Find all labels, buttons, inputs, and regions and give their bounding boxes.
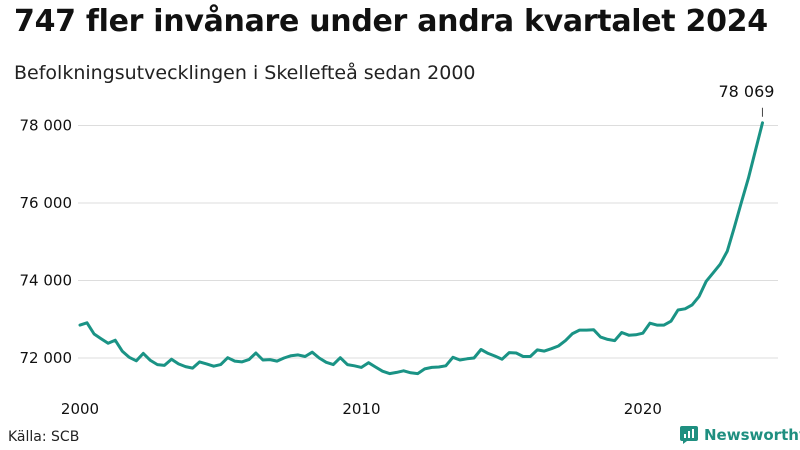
x-tick-label: 2020 bbox=[624, 400, 662, 418]
chart-title: 747 fler invånare under andra kvartalet … bbox=[14, 4, 768, 39]
series-line-befolkning bbox=[78, 121, 764, 376]
x-tick-label: 2000 bbox=[61, 400, 99, 418]
chart-subtitle: Befolkningsutvecklingen i Skellefteå sed… bbox=[14, 62, 476, 84]
y-tick-label: 72 000 bbox=[20, 349, 73, 367]
annotation-label: 78 069 bbox=[718, 82, 774, 101]
y-tick-label: 74 000 bbox=[20, 272, 73, 290]
y-axis-ticks: 72 000 74 000 76 000 78 000 bbox=[20, 116, 73, 367]
y-tick-label: 76 000 bbox=[20, 194, 73, 212]
x-axis-ticks: 2000 2010 2020 bbox=[61, 400, 662, 418]
brand-logo: Newsworthy bbox=[680, 426, 800, 444]
source-note: Källa: SCB bbox=[8, 429, 80, 445]
grid-layer bbox=[78, 124, 778, 359]
y-tick-label: 78 000 bbox=[20, 116, 73, 134]
brand-name: Newsworthy bbox=[704, 426, 800, 444]
bar-chart-icon bbox=[680, 426, 698, 444]
x-tick-label: 2010 bbox=[342, 400, 380, 418]
